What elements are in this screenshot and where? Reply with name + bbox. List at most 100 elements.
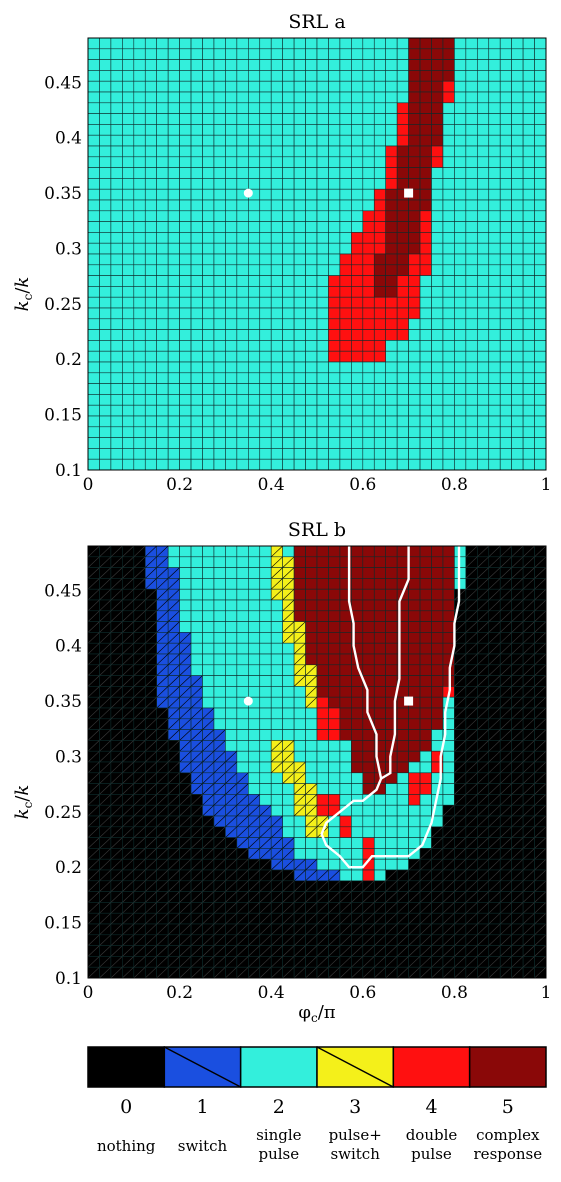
hatch-line (488, 545, 501, 558)
hatch-line (236, 966, 249, 979)
hatch-line (339, 912, 352, 925)
heatmap-cell (144, 124, 158, 136)
heatmap-cell (133, 124, 146, 136)
heatmap-cell (328, 221, 341, 233)
hatch-line (87, 891, 100, 903)
hatch-line (534, 837, 547, 849)
hatch-line (248, 945, 260, 957)
heatmap-cell (476, 102, 490, 114)
heatmap-cell (408, 156, 421, 168)
heatmap-cell (339, 718, 352, 730)
heatmap-cell (442, 242, 455, 255)
heatmap-cell (499, 253, 512, 266)
hatch-line (499, 945, 512, 957)
heatmap-cell (373, 707, 387, 720)
heatmap-cell (385, 102, 398, 114)
hatch-line (190, 912, 203, 925)
heatmap-cell (305, 253, 318, 266)
hatch-line (454, 869, 467, 882)
heatmap-cell (225, 718, 238, 730)
heatmap-cell (122, 448, 135, 460)
heatmap-cell (213, 448, 226, 460)
heatmap-cell (499, 350, 512, 363)
heatmap-cell (511, 318, 524, 330)
hatch-line (454, 772, 467, 784)
heatmap-cell (305, 37, 318, 50)
heatmap-cell (293, 124, 306, 136)
hatch-line (99, 707, 112, 720)
hatch-line (293, 761, 306, 774)
heatmap-cell (351, 210, 364, 222)
hatch-line (145, 545, 157, 558)
heatmap-cell (328, 404, 341, 417)
hatch-line (270, 567, 283, 579)
hatch-line (179, 718, 192, 730)
hatch-line (99, 794, 112, 806)
heatmap-cell (339, 80, 352, 93)
heatmap-cell (362, 221, 375, 233)
heatmap-cell (316, 794, 329, 806)
heatmap-cell (373, 556, 387, 568)
heatmap-cell (110, 178, 123, 190)
heatmap-cell (499, 70, 512, 82)
heatmap-cell (259, 772, 272, 784)
heatmap-cell (316, 59, 329, 71)
heatmap-cell (408, 264, 421, 276)
hatch-line (167, 815, 180, 828)
heatmap-cell (270, 437, 283, 449)
heatmap-cell (87, 124, 100, 136)
hatch-line (110, 675, 123, 687)
heatmap-cell (431, 686, 444, 698)
hatch-line (465, 632, 478, 644)
heatmap-cell (419, 70, 432, 82)
heatmap-cell (511, 437, 524, 449)
hatch-line (133, 826, 146, 838)
hatch-line (477, 675, 489, 687)
heatmap-cell (362, 156, 375, 168)
heatmap-cell (99, 167, 112, 179)
heatmap-cell (419, 178, 432, 190)
heatmap-cell (419, 718, 432, 730)
heatmap-cell (259, 394, 272, 406)
heatmap-cell (351, 372, 364, 384)
hatch-line (408, 956, 421, 968)
heatmap-cell (248, 578, 261, 590)
heatmap-cell (122, 199, 135, 212)
heatmap-cell (362, 188, 375, 201)
hatch-line (511, 945, 524, 957)
heatmap-cell (167, 318, 180, 330)
heatmap-cell (419, 610, 432, 622)
heatmap-cell (236, 113, 249, 125)
hatch-line (236, 880, 249, 892)
hatch-line (534, 642, 547, 655)
hatch-line (499, 686, 512, 698)
hatch-line (122, 923, 135, 936)
heatmap-cell (362, 729, 375, 741)
hatch-line (477, 902, 489, 914)
hatch-line (454, 815, 467, 828)
heatmap-cell (362, 437, 375, 449)
heatmap-cell (396, 340, 409, 352)
hatch-line (248, 891, 260, 903)
hatch-line (167, 578, 180, 590)
heatmap-cell (385, 394, 398, 406)
heatmap-cell (305, 404, 318, 417)
heatmap-cell (373, 826, 387, 838)
legend-caption-line1: complex (476, 1126, 540, 1144)
heatmap-cell (122, 437, 135, 449)
heatmap-cell (225, 696, 238, 709)
heatmap-cell (316, 696, 329, 709)
hatch-line (110, 837, 123, 849)
heatmap-cell (476, 199, 490, 212)
heatmap-cell (167, 124, 180, 136)
heatmap-cell (396, 296, 409, 309)
heatmap-cell (282, 426, 295, 438)
hatch-line (316, 966, 329, 979)
heatmap-cell (133, 102, 146, 114)
heatmap-cell (270, 210, 283, 222)
heatmap-cell (362, 578, 375, 590)
heatmap-cell (122, 253, 135, 266)
heatmap-cell (465, 91, 478, 104)
heatmap-cell (442, 350, 455, 363)
